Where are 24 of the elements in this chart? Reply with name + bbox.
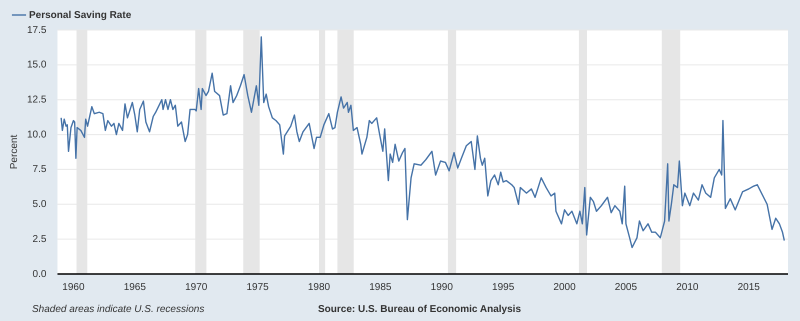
y-tick-label: 2.5 <box>32 234 47 245</box>
y-tick-label: 7.5 <box>32 164 47 176</box>
x-tick-label: 1995 <box>492 282 515 293</box>
y-tick-label: 17.5 <box>26 24 47 36</box>
text: Shaded areas indicate U.S. recessions <box>32 304 204 315</box>
x-tick-label: 2000 <box>553 282 576 293</box>
y-tick-label: 10.0 <box>26 129 47 140</box>
y-tick-label: 15.0 <box>26 60 47 71</box>
x-tick-label: 2005 <box>614 282 638 293</box>
x-tick-label: 1965 <box>124 282 146 293</box>
x-tick-label: 1970 <box>185 282 208 293</box>
x-tick-label: 1990 <box>430 282 454 293</box>
x-tick-label: 1980 <box>308 282 331 293</box>
y-tick-label: 5.0 <box>32 199 47 210</box>
x-tick-label: 1960 <box>62 282 85 293</box>
source-note: Source: U.S. Bureau of Economic Analysis <box>318 304 522 315</box>
y-axis-title: Percent <box>8 134 20 170</box>
y-tick-label: 12.5 <box>26 94 47 106</box>
x-tick-label: 1975 <box>246 282 270 293</box>
y-tick-label: 0.0 <box>32 268 47 280</box>
legend-label: Personal Saving Rate <box>29 10 132 21</box>
x-tick-label: 1985 <box>369 282 392 293</box>
x-tick-label: 2015 <box>738 282 760 293</box>
x-tick-label: 2010 <box>676 282 699 293</box>
